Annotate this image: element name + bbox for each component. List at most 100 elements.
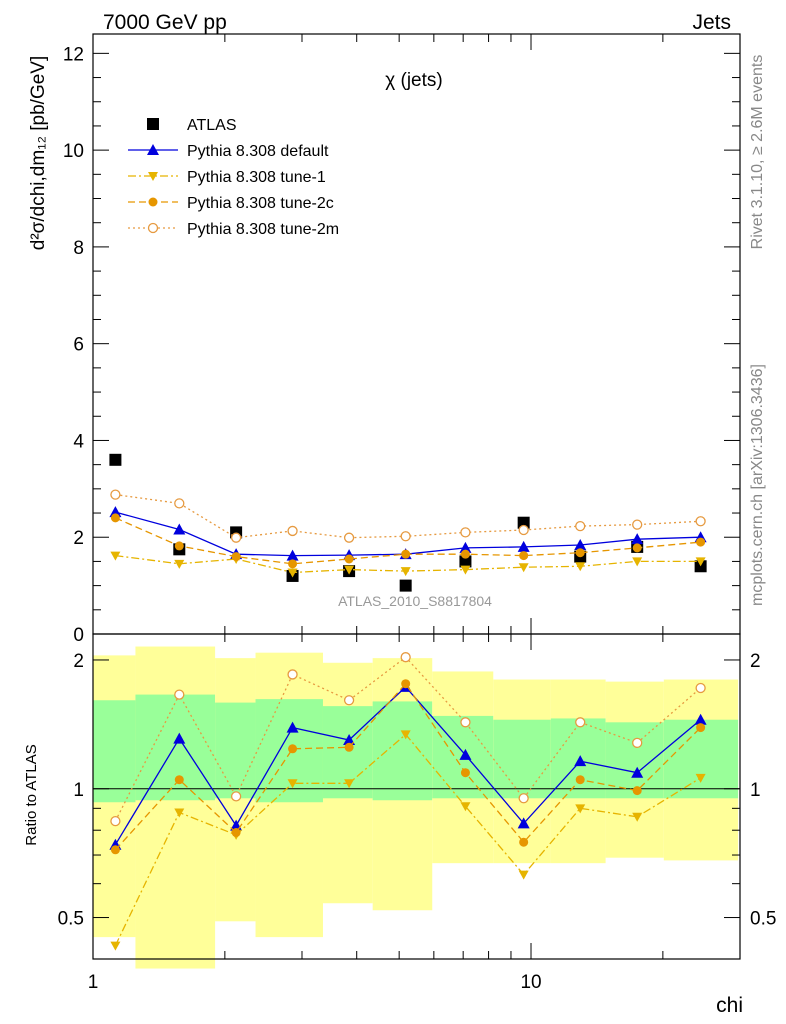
pythia-8-308-tune-2c-point [696, 537, 706, 547]
ratio-pythia-8-308-tune-1-point [575, 804, 586, 814]
legend-pythia-8-308-tune-2c-label: Pythia 8.308 tune-2c [187, 195, 334, 212]
legend-pythia-8-308-tune-2m-label: Pythia 8.308 tune-2m [187, 221, 339, 238]
y-tick-label: 8 [73, 238, 84, 259]
legend-pythia-8-308-tune-1-label: Pythia 8.308 tune-1 [187, 169, 326, 186]
pythia-8-308-tune-2m-point [110, 489, 121, 500]
y-tick-label: 10 [63, 141, 84, 162]
pythia-8-308-tune-1-point [695, 557, 706, 567]
ratio-pythia-8-308-default-point [631, 766, 644, 778]
ratio-pythia-8-308-tune-2c-point [344, 742, 354, 752]
pythia-8-308-tune-2c-point [519, 551, 529, 561]
atlas-point [399, 579, 412, 592]
legend-pythia-8-308-tune-2c-marker [148, 197, 158, 207]
ratio-pythia-8-308-tune-2m-point [343, 695, 355, 706]
ratio-pythia-8-308-tune-2c-point [110, 845, 120, 855]
pythia-8-308-default-point [574, 538, 587, 550]
pythia-8-308-default-point [459, 541, 472, 553]
ratio-pythia-8-308-tune-1-point [110, 941, 121, 951]
ratio-y-tick-label: 2 [73, 651, 84, 672]
inner-band-bin [93, 700, 136, 803]
ratio-pythia-8-308-tune-1-point [695, 773, 706, 783]
ratio-y-tick-label-right: 1 [750, 780, 761, 801]
pythia-8-308-tune-1-point [460, 565, 471, 575]
pythia-8-308-tune-2c-point [174, 541, 184, 551]
ratio-bands [93, 646, 739, 969]
pythia-8-308-tune-2m-point [460, 527, 471, 538]
main-plot-area [109, 453, 707, 592]
legend-atlas-marker [147, 118, 159, 130]
pythia-8-308-tune-2c-point [632, 543, 642, 553]
ratio-pythia-8-308-tune-2m-point [518, 793, 529, 804]
ratio-pythia-8-308-tune-2m-point [110, 815, 121, 827]
atlas-point [109, 453, 122, 466]
ratio-pythia-8-308-tune-2m-point [460, 717, 471, 728]
inner-band-bin [663, 719, 739, 799]
pythia-8-308-tune-2c-point [288, 559, 298, 569]
ratio-y-tick-label: 1 [73, 780, 84, 801]
pythia-8-308-tune-2c-point [575, 548, 585, 558]
header-right: Jets [692, 11, 731, 34]
pythia-8-308-tune-1-point [174, 559, 185, 569]
series-pythia-8-308-tune-2c [110, 513, 706, 569]
pythia-8-308-tune-2c-point [110, 513, 120, 523]
inner-band-bin [372, 701, 433, 801]
main-panel: 0 2 4 6 8 10 12 χ (jets) ATLAS_2010_S8817804 d… [28, 33, 741, 646]
y-tick-label: 4 [73, 431, 84, 452]
atlas-point [459, 555, 472, 568]
pythia-8-308-default-point [517, 540, 530, 552]
y-tick-label: 12 [63, 44, 84, 65]
atlas-point [517, 516, 530, 529]
ratio-pythia-8-308-default-point [694, 713, 707, 725]
ratio-pythia-8-308-tune-2c-point [696, 723, 706, 733]
legend-atlas-label: ATLAS [187, 117, 237, 134]
ratio-pythia-8-308-tune-1-point [174, 808, 185, 818]
pythia-8-308-tune-2c-point [460, 549, 470, 559]
legend-pythia-8-308-tune-1-marker [148, 172, 158, 181]
ratio-pythia-8-308-tune-2m-point [695, 682, 706, 694]
watermark: ATLAS_2010_S8817804 [338, 593, 492, 609]
inner-band-bin [135, 694, 216, 801]
pythia-8-308-tune-2m-point [695, 516, 706, 527]
ratio-frame [92, 633, 741, 960]
legend-pythia-8-308-tune-2m-marker [147, 222, 159, 234]
legend-pythia-8-308-default-marker [147, 144, 159, 155]
ratio-pythia-8-308-tune-2m-point [287, 669, 298, 680]
plot-title: χ (jets) [385, 70, 442, 91]
pythia-8-308-tune-2m-point [518, 524, 529, 536]
ratio-pythia-8-308-tune-1-point [460, 802, 471, 812]
ratio-pythia-8-308-tune-2c-point [231, 828, 241, 838]
ratio-pythia-8-308-default-point [459, 748, 472, 760]
ratio-pythia-8-308-tune-2c-point [519, 837, 529, 847]
ratio-pythia-8-308-tune-2c-point [460, 768, 470, 778]
pythia-8-308-default-point [631, 533, 644, 545]
pythia-8-308-tune-1-point [632, 557, 643, 567]
pythia-8-308-tune-2c-point [344, 554, 354, 564]
pythia-8-308-tune-2c-point [231, 552, 241, 562]
x-axis-label: chi [716, 994, 743, 1017]
x-tick-label: 10 [520, 972, 541, 993]
pythia-8-308-default-point [173, 523, 186, 535]
series-ratio-pythia-8-308-tune-2m [110, 652, 706, 827]
ratio-pythia-8-308-tune-1-point [287, 779, 298, 789]
pythia-8-308-tune-1-point [400, 567, 411, 577]
ratio-pythia-8-308-default-point [343, 734, 356, 746]
pythia-8-308-tune-1-point [344, 565, 355, 575]
header-left: 7000 GeV pp [103, 11, 227, 34]
pythia-8-308-tune-2c-point [401, 549, 411, 559]
ratio-pythia-8-308-tune-2m-point [400, 652, 411, 663]
pythia-8-308-tune-2m-point [343, 532, 355, 543]
ratio-pythia-8-308-default-point [286, 721, 299, 733]
ratio-pythia-8-308-default-point [517, 817, 530, 829]
ratio-pythia-8-308-tune-2m-point [230, 791, 242, 802]
pythia-8-308-tune-2m-point [230, 532, 242, 543]
ratio-pythia-8-308-tune-2c-point [174, 775, 184, 785]
ratio-pythia-8-308-tune-2m-point [575, 717, 586, 728]
ratio-pythia-8-308-tune-2c-line [114, 682, 702, 851]
pythia-8-308-default-point [286, 549, 299, 561]
mcplots-note: mcplots.cern.ch [arXiv:1306.3436] [749, 364, 766, 606]
x-tick-label: 1 [88, 972, 99, 993]
pythia-8-308-default-point [109, 506, 122, 518]
y-tick-label: 6 [73, 335, 84, 356]
pythia-8-308-tune-2m-point [400, 531, 411, 542]
